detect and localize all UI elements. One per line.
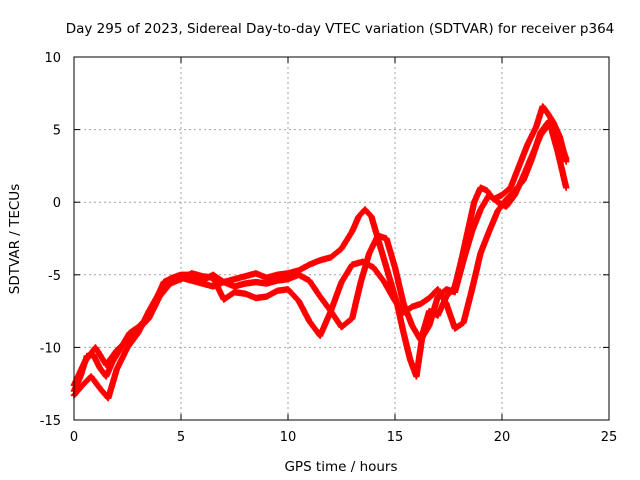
x-tick-label: 0: [70, 430, 78, 445]
y-tick-label: -10: [40, 341, 61, 356]
y-tick-label: 5: [53, 124, 61, 139]
y-tick-label: 10: [44, 51, 61, 66]
x-tick-label: 5: [177, 430, 185, 445]
axis-ticks: 0 5 10 15 20 25 -15 -10 -5 0 5 10: [40, 51, 618, 445]
chart-title: Day 295 of 2023, Sidereal Day-to-day VTE…: [66, 21, 615, 37]
x-tick-label: 10: [280, 430, 297, 445]
series-track-3: [70, 117, 570, 389]
grid-lines: [74, 57, 609, 420]
x-tick-label: 15: [387, 430, 404, 445]
x-tick-label: 20: [494, 430, 511, 445]
x-axis-title: GPS time / hours: [284, 459, 397, 475]
x-tick-label: 25: [601, 430, 618, 445]
data-point: [563, 155, 570, 162]
data-point: [563, 184, 570, 191]
plot-frame: [73, 56, 610, 421]
y-tick-label: -15: [40, 414, 61, 429]
y-tick-label: 0: [53, 196, 61, 211]
y-axis-title: SDTVAR / TECUs: [7, 184, 23, 294]
data-points: [70, 103, 570, 402]
y-tick-label: -5: [48, 269, 61, 284]
series-track-1: [70, 103, 570, 395]
